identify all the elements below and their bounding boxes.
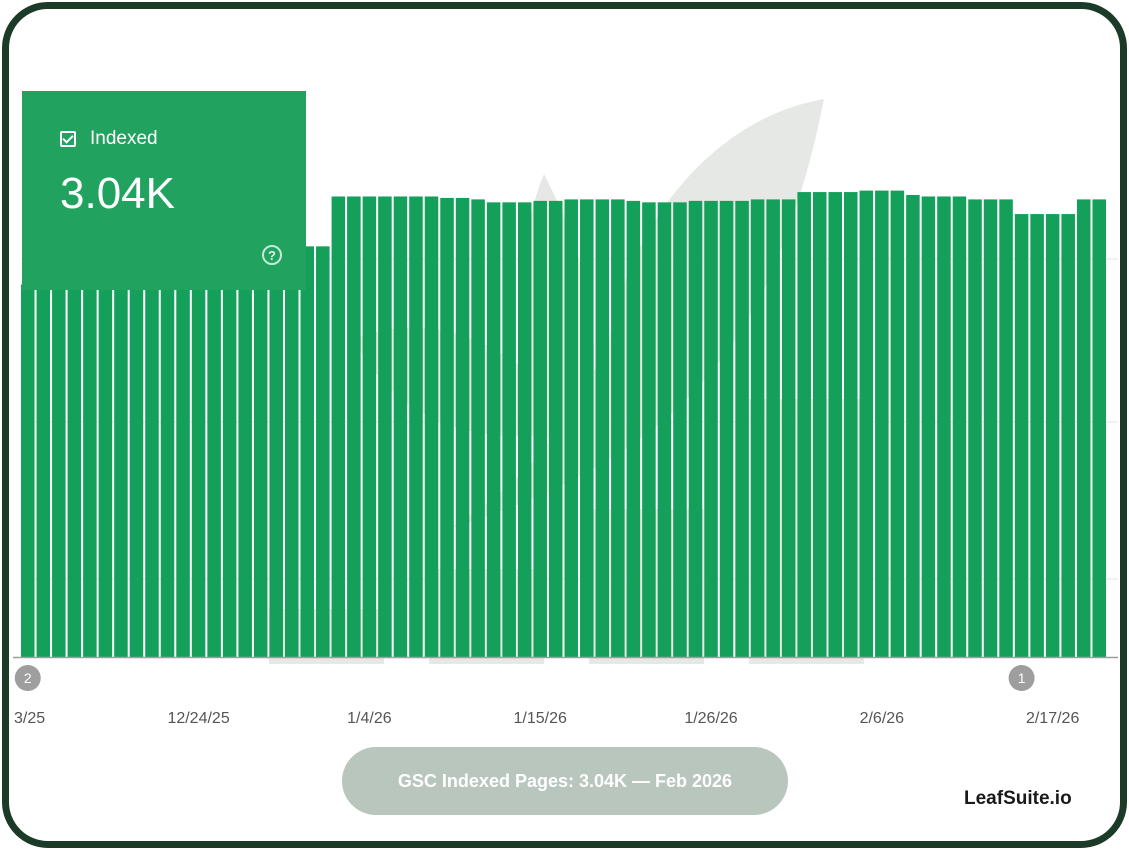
chart-bar: [719, 200, 734, 657]
chart-bar: [36, 283, 51, 657]
chart-bar: [781, 199, 796, 657]
brand-label: LeafSuite.io: [964, 788, 1072, 809]
chart-bar: [284, 246, 299, 658]
chart-bar: [440, 197, 454, 657]
annotation-label: 1: [1018, 670, 1026, 686]
chart-bar: [316, 246, 330, 658]
chart-bar: [1030, 214, 1044, 658]
chart-bar: [145, 283, 159, 657]
chart-bar: [859, 190, 874, 657]
chart-bar: [455, 197, 470, 657]
chart-bar: [968, 199, 982, 657]
chart-bar: [238, 246, 252, 658]
chart-bar: [906, 195, 920, 657]
card-value: 3.04K: [60, 169, 175, 218]
indexed-pages-chart: 2 1 3/25 12/24/25 1/4/26 1/15/26 1/26/26 2/6/26…: [13, 99, 1118, 727]
chart-bar: [471, 199, 485, 657]
chart-bar: [642, 202, 656, 658]
chart-bar: [331, 196, 346, 657]
chart-bar: [393, 196, 408, 657]
annotation-label: 2: [24, 670, 32, 686]
chart-area: 2 1 3/25 12/24/25 1/4/26 1/15/26 1/26/26 2/6/26…: [9, 9, 1120, 841]
chart-bar: [67, 283, 82, 657]
annotation-marker: 2: [14, 665, 41, 691]
chart-bar: [890, 190, 905, 657]
chart-bar: [191, 246, 206, 658]
annotation-marker: 1: [1008, 665, 1035, 691]
chart-bar: [828, 192, 843, 658]
chart-bar: [176, 246, 190, 658]
chart-bar: [300, 246, 315, 658]
chart-bar: [160, 283, 175, 657]
chart-bar: [548, 200, 563, 657]
chart-bar: [409, 196, 423, 657]
x-tick-label: 1/15/26: [514, 710, 567, 727]
chart-bar: [517, 202, 532, 658]
chart-bar: [502, 202, 516, 658]
chart-bar: [253, 246, 268, 658]
chart-bar: [114, 283, 128, 657]
chart-bar: [952, 196, 967, 657]
chart-bar: [207, 246, 221, 658]
chart-bar: [1092, 199, 1106, 657]
x-tick-label: 2/6/26: [860, 710, 905, 727]
chart-bar: [673, 202, 687, 658]
chart-bar: [129, 283, 144, 657]
chart-bar: [362, 196, 377, 657]
chart-bar: [797, 192, 811, 658]
checkbox-checked-icon[interactable]: [60, 131, 76, 147]
x-tick-label: 2/17/26: [1026, 710, 1079, 727]
caption-pill: GSC Indexed Pages: 3.04K — Feb 2026: [342, 747, 788, 815]
chart-bar: [1076, 199, 1091, 657]
chart-bar: [999, 199, 1013, 657]
chart-bar: [875, 190, 889, 657]
x-tick-label: 3/25: [14, 710, 45, 727]
chart-bar: [750, 199, 765, 657]
chart-bar: [844, 192, 858, 658]
chart-bar: [611, 199, 625, 657]
question-circle-icon[interactable]: ?: [262, 245, 282, 265]
chart-bar: [21, 284, 35, 657]
annotation-circle: [14, 665, 41, 691]
chart-bar: [378, 196, 392, 657]
chart-bar: [52, 283, 66, 657]
chart-bar: [269, 246, 283, 658]
chart-bar: [486, 202, 501, 658]
chart-bar: [626, 200, 641, 657]
chart-bar: [222, 246, 237, 658]
chart-bar: [98, 283, 113, 657]
chart-bar: [983, 199, 998, 657]
chart-bar: [921, 196, 936, 657]
indexed-summary-card[interactable]: Indexed 3.04K ?: [22, 91, 306, 290]
chart-bar: [1061, 214, 1075, 658]
chart-bar: [937, 196, 951, 657]
x-tick-label: 12/24/25: [167, 710, 229, 727]
chart-bar: [657, 202, 672, 658]
chart-bar: [83, 283, 97, 657]
chart-bar: [595, 199, 610, 657]
chart-bar: [704, 200, 718, 657]
chart-bar: [347, 196, 361, 657]
annotation-circle: [1008, 665, 1035, 691]
card-label: Indexed: [90, 128, 158, 149]
chart-bar: [812, 192, 827, 658]
chart-bar: [688, 200, 703, 657]
chart-bar: [424, 196, 439, 657]
chart-bar: [564, 199, 579, 657]
chart-bar: [1045, 214, 1060, 658]
chart-bar: [766, 199, 780, 657]
chart-bar: [580, 199, 594, 657]
x-tick-label: 1/4/26: [347, 710, 392, 727]
chart-bar: [533, 200, 547, 657]
chart-bar: [735, 200, 749, 657]
x-tick-label: 1/26/26: [684, 710, 737, 727]
chart-bar: [1014, 214, 1029, 658]
